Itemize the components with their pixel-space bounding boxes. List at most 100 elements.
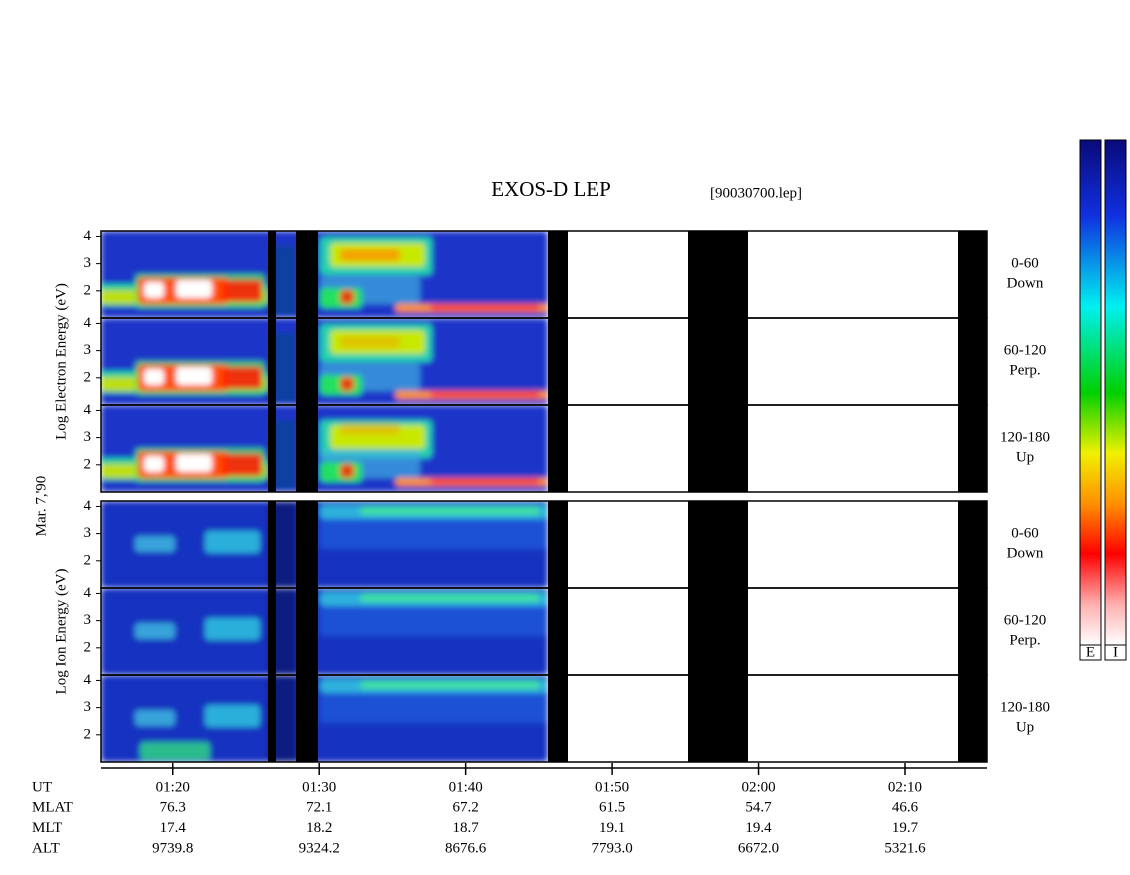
panel-direction: Up bbox=[1016, 449, 1034, 465]
spectrum-patch bbox=[340, 290, 354, 304]
row-name: ALT bbox=[32, 840, 60, 856]
spectrum-patch bbox=[222, 367, 262, 389]
panel-range: 60-120 bbox=[1004, 612, 1047, 628]
y-tick-label: 3 bbox=[84, 525, 92, 541]
spectrum-patch bbox=[140, 742, 210, 760]
panel-frame bbox=[100, 674, 988, 763]
spectrum-patch bbox=[176, 454, 212, 472]
data-gap bbox=[688, 588, 748, 675]
row-value: 19.1 bbox=[599, 820, 625, 836]
y-tick-label: 4 bbox=[84, 402, 92, 418]
data-gap bbox=[548, 501, 568, 588]
y-tick-label: 4 bbox=[84, 672, 92, 688]
panel-direction: Down bbox=[1007, 545, 1044, 561]
axis-label: Log Electron Energy (eV) bbox=[53, 283, 69, 440]
spectrum-patch bbox=[360, 594, 540, 602]
row-value: 19.4 bbox=[745, 820, 772, 836]
spectrum-patch bbox=[135, 623, 175, 639]
data-gap bbox=[688, 231, 748, 318]
y-tick-label: 3 bbox=[84, 429, 92, 445]
spectrum-patch bbox=[430, 392, 540, 397]
y-tick-label: 2 bbox=[84, 456, 92, 472]
data-gap bbox=[958, 231, 987, 318]
data-gap bbox=[958, 501, 987, 588]
axis-label: Log Ion Energy (eV) bbox=[53, 569, 69, 695]
panel-direction: Up bbox=[1016, 719, 1034, 735]
spectrum-patch bbox=[320, 519, 548, 549]
row-value: 76.3 bbox=[160, 799, 186, 815]
spectrum-patch bbox=[340, 423, 400, 435]
panel-direction: Perp. bbox=[1009, 632, 1040, 648]
title: EXOS-D LEP bbox=[491, 177, 611, 201]
panel-range: 120-180 bbox=[1000, 429, 1050, 445]
data-gap bbox=[958, 318, 987, 405]
data-gap bbox=[268, 501, 276, 588]
panel-range: 120-180 bbox=[1000, 699, 1050, 715]
y-tick-label: 2 bbox=[84, 639, 92, 655]
spectrum-patch bbox=[176, 367, 212, 385]
panel-direction: Down bbox=[1007, 275, 1044, 291]
data-gap bbox=[296, 588, 318, 675]
data-gap bbox=[548, 231, 568, 318]
spectrum-patch bbox=[360, 681, 540, 689]
row-value: 9739.8 bbox=[152, 840, 193, 856]
spectrum-patch bbox=[135, 536, 175, 552]
data-gap bbox=[268, 588, 276, 675]
colorbar bbox=[1079, 139, 1102, 646]
spectrum-patch bbox=[340, 249, 400, 261]
panel-direction: Perp. bbox=[1009, 362, 1040, 378]
spectrum-patch bbox=[430, 479, 540, 484]
row-value: 8676.6 bbox=[445, 840, 487, 856]
y-tick-label: 2 bbox=[84, 552, 92, 568]
row-value: 18.2 bbox=[306, 820, 332, 836]
row-name: MLT bbox=[32, 820, 62, 836]
spectrum-patch bbox=[320, 606, 548, 636]
spectrogram bbox=[101, 318, 548, 405]
spectrum-patch bbox=[144, 369, 164, 385]
data-gap bbox=[296, 675, 318, 762]
data-gap bbox=[548, 675, 568, 762]
data-gap bbox=[958, 405, 987, 492]
file-name: [90030700.lep] bbox=[710, 185, 802, 201]
data-gap bbox=[548, 405, 568, 492]
row-value: 46.6 bbox=[892, 799, 919, 815]
panel-range: 60-120 bbox=[1004, 342, 1047, 358]
spectrum-patch bbox=[340, 336, 400, 348]
y-tick-label: 3 bbox=[84, 699, 92, 715]
data-gap bbox=[296, 231, 318, 318]
data-gap bbox=[268, 318, 276, 405]
row-name: UT bbox=[32, 779, 52, 795]
spectrum-patch bbox=[205, 618, 260, 640]
y-tick-label: 3 bbox=[84, 342, 92, 358]
spectrogram bbox=[101, 405, 548, 492]
row-name: MLAT bbox=[32, 799, 73, 815]
spectrum-patch bbox=[340, 377, 354, 391]
panel-frame bbox=[100, 404, 988, 493]
row-value: 61.5 bbox=[599, 799, 625, 815]
y-tick-label: 3 bbox=[84, 612, 92, 628]
panel-range: 0-60 bbox=[1011, 525, 1039, 541]
spectrum-patch bbox=[135, 710, 175, 726]
spectrum-patch bbox=[320, 693, 548, 723]
data-gap bbox=[688, 501, 748, 588]
colorbar-label: I bbox=[1113, 644, 1118, 660]
row-value: 72.1 bbox=[306, 799, 332, 815]
x-tick-label: 01:40 bbox=[449, 779, 483, 795]
row-value: 6672.0 bbox=[738, 840, 779, 856]
data-gap bbox=[296, 405, 318, 492]
y-tick-label: 4 bbox=[84, 585, 92, 601]
y-tick-label: 2 bbox=[84, 369, 92, 385]
row-value: 17.4 bbox=[160, 820, 187, 836]
spectrum-patch bbox=[176, 280, 212, 298]
x-tick-label: 01:50 bbox=[595, 779, 629, 795]
panel-range: 0-60 bbox=[1011, 255, 1039, 271]
data-gap bbox=[688, 405, 748, 492]
row-value: 9324.2 bbox=[299, 840, 340, 856]
colorbar-label: E bbox=[1086, 644, 1095, 660]
spectrum-patch bbox=[222, 280, 262, 302]
data-gap bbox=[958, 588, 987, 675]
date-label: Mar. 7,'90 bbox=[33, 476, 49, 537]
spectrogram bbox=[101, 675, 548, 762]
y-tick-label: 2 bbox=[84, 726, 92, 742]
colorbar-box bbox=[1079, 644, 1102, 661]
